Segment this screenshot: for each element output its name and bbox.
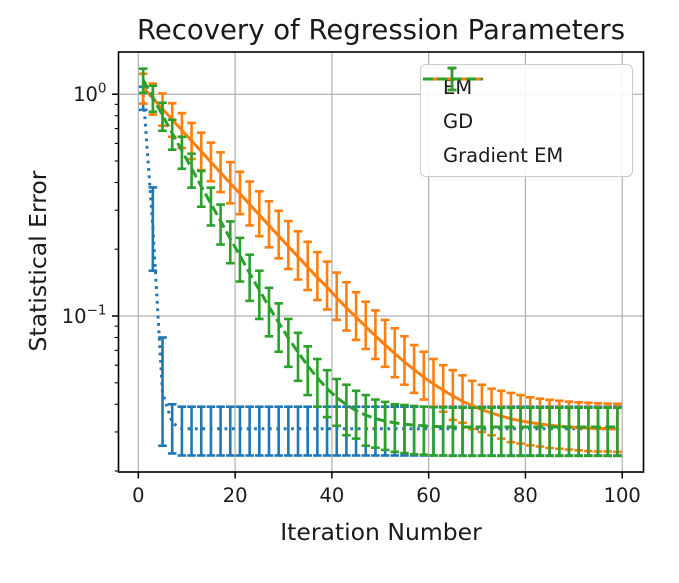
- series-line: [141, 79, 618, 429]
- legend-item-gradient-em: Gradient EM: [423, 66, 632, 173]
- axes-frame: [117, 51, 645, 473]
- x-tick-label: 0: [132, 484, 144, 507]
- series-gradient-em: [138, 67, 622, 458]
- x-tick-label: 60: [416, 484, 441, 507]
- y-axis-label: Statistical Error: [24, 170, 52, 352]
- y-axis: 100 10−1: [62, 81, 119, 472]
- x-axis-label: Iteration Number: [280, 518, 482, 546]
- series-line: [141, 94, 618, 431]
- x-tick-label: 80: [513, 484, 538, 507]
- x-tick-label: 100: [604, 484, 641, 507]
- x-tick-label: 40: [319, 484, 344, 507]
- series-line: [142, 86, 618, 431]
- legend-item-gd: GD: [423, 66, 632, 139]
- gradient-em-errorbar-sample-icon: [423, 66, 483, 92]
- y-tick-label: 100: [73, 81, 106, 107]
- x-axis: 0 20 40 60 80 100: [132, 472, 641, 507]
- legend-label: EM: [443, 76, 473, 100]
- legend: EM GD Gradient EM: [420, 64, 633, 177]
- x-tick-label: 20: [223, 484, 248, 507]
- y-tick-label: 10−1: [62, 303, 107, 329]
- figure-title: Recovery of Regression Parameters: [136, 14, 626, 46]
- legend-label: Gradient EM: [443, 144, 564, 168]
- legend-label: GD: [443, 110, 474, 134]
